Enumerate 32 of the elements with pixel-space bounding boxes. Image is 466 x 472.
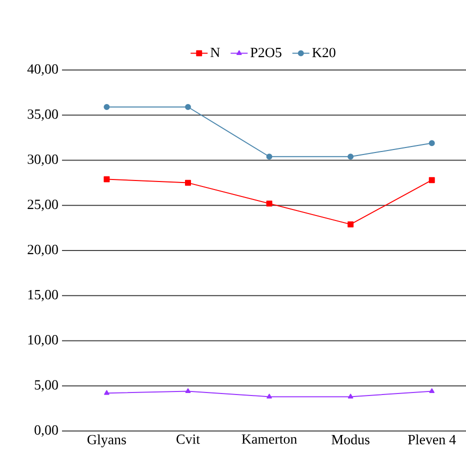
point xyxy=(185,104,191,110)
point xyxy=(185,180,191,186)
x-tick-label: Pleven 4 xyxy=(408,434,456,444)
point xyxy=(266,394,272,398)
y-tick-label: 15,00 xyxy=(28,290,58,302)
point xyxy=(429,388,435,394)
point xyxy=(266,154,272,160)
legend-label: K20 xyxy=(312,48,336,58)
point xyxy=(348,394,354,398)
legend-label: P2O5 xyxy=(250,48,282,58)
point xyxy=(266,200,272,207)
y-tick-label: 5,00 xyxy=(34,380,58,392)
x-tick-label: Glyans xyxy=(88,434,126,448)
point xyxy=(185,388,191,394)
point xyxy=(104,104,110,110)
point xyxy=(104,390,110,395)
y-tick-label: 10,00 xyxy=(28,335,58,346)
y-tick-label: 40,00 xyxy=(27,64,58,76)
x-tick-label: Kamerton xyxy=(242,434,297,444)
x-tick-label: Modus xyxy=(332,434,370,444)
y-tick-label: 0,00 xyxy=(34,425,58,437)
y-tick-label: 30,00 xyxy=(28,154,58,166)
y-tick-label: 20,00 xyxy=(28,244,58,256)
point xyxy=(348,154,354,160)
legend-label: N xyxy=(210,48,220,58)
x-tick-label: Cvit xyxy=(176,434,200,444)
y-tick-label: 25,00 xyxy=(28,200,58,212)
point xyxy=(428,177,435,184)
point xyxy=(104,176,110,182)
point xyxy=(428,140,435,146)
point xyxy=(348,221,354,228)
y-tick-label: 35,00 xyxy=(28,109,58,121)
